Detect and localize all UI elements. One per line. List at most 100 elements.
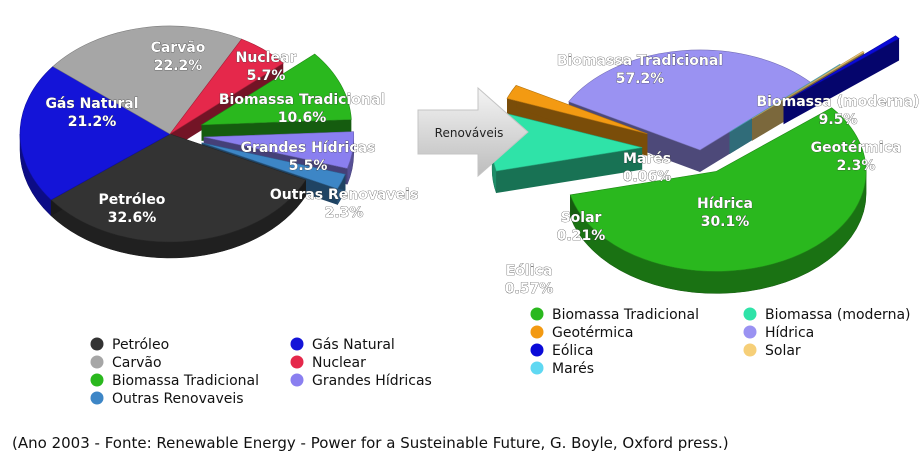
left-pie-label-name-biomassa-tradicional: Biomassa Tradicional bbox=[219, 92, 385, 108]
left-pie-legend-marker-carvao bbox=[90, 355, 104, 369]
right-pie-legend-item-hidrica: Hídrica bbox=[743, 325, 814, 341]
left-pie-label-value-grandes-hidricas: 5.5% bbox=[289, 158, 328, 174]
left-pie-legend-item-grandes-hidricas: Grandes Hídricas bbox=[290, 373, 432, 389]
right-pie-slice-mares bbox=[729, 63, 841, 133]
right-pie-legend-label-solar: Solar bbox=[765, 343, 801, 359]
left-pie-slice-nuclear bbox=[169, 38, 284, 135]
left-pie-legend-marker-gas-natural bbox=[290, 337, 304, 351]
left-pie-legend-label-nuclear: Nuclear bbox=[312, 355, 366, 371]
right-pie-label-name-eolica: Eólica bbox=[506, 263, 553, 279]
left-pie-label-carvao: Carvão 22.2% bbox=[150, 40, 206, 75]
right-pie-legend-label-hidrica: Hídrica bbox=[765, 325, 814, 341]
left-pie-label-name-nuclear: Nuclear bbox=[236, 50, 297, 66]
right-pie-legend-marker-geotermica bbox=[530, 325, 544, 339]
left-pie-label-value-nuclear: 5.7% bbox=[247, 68, 286, 84]
right-pie-slice-wall-eolica-1 bbox=[783, 38, 900, 125]
right-pie-slice-hidrica bbox=[568, 49, 811, 151]
right-pie-label-name-biomassa-moderna: Biomassa (moderna) bbox=[757, 94, 920, 110]
right-pie-label-value-eolica: 0.57% bbox=[505, 281, 554, 297]
left-pie-label-outras-renovaveis: Outras Renovaveis 2.3% bbox=[270, 187, 419, 222]
left-pie-legend-label-biomassa-tradicional: Biomassa Tradicional bbox=[112, 373, 259, 389]
left-pie-label-name-gas-natural: Gás Natural bbox=[45, 96, 138, 112]
right-pie-legend-marker-biomassa-moderna bbox=[743, 307, 757, 321]
left-pie-slice-outras-renovaveis bbox=[201, 142, 346, 190]
left-pie-slice-grandes-hidricas bbox=[203, 131, 355, 169]
right-pie-label-hidrica: Hídrica 30.1% bbox=[697, 196, 754, 231]
left-pie-legend-item-carvao: Carvão bbox=[90, 355, 162, 371]
left-pie-slice-wall-nuclear-1 bbox=[170, 63, 284, 151]
left-pie-legend-item-petroleo: Petróleo bbox=[90, 337, 169, 353]
right-pie-legend-item-eolica: Eólica bbox=[530, 343, 593, 359]
right-pie-legend-item-solar: Solar bbox=[743, 343, 801, 359]
chart-canvas: Petróleo 32.6% Gás Natural 21.2% Carvão 22.2%… bbox=[19, 25, 920, 407]
left-pie-legend-marker-nuclear bbox=[290, 355, 304, 369]
right-pie-legend-item-geotermica: Geotérmica bbox=[530, 325, 633, 341]
right-pie-label-biomassa-tradicional: Biomassa Tradicional 57.2% bbox=[557, 53, 724, 88]
right-pie-legend-label-geotermica: Geotérmica bbox=[552, 325, 633, 341]
left-pie-label-value-petroleo: 32.6% bbox=[108, 210, 157, 226]
right-pie-label-biomassa-moderna: Biomassa (moderna) 9.5% bbox=[756, 94, 920, 129]
source-caption: (Ano 2003 - Fonte: Renewable Energy - Po… bbox=[12, 434, 729, 452]
arrow-shape bbox=[417, 86, 529, 178]
left-pie-legend-item-nuclear: Nuclear bbox=[290, 355, 366, 371]
left-pie-legend-marker-outras-renovaveis bbox=[90, 391, 104, 405]
left-pie-legend-marker-biomassa-tradicional bbox=[90, 373, 104, 387]
left-pie-label-grandes-hidricas: Grandes Hídricas 5.5% bbox=[240, 140, 376, 175]
right-pie-legend-label-mares: Marés bbox=[552, 361, 594, 377]
left-pie-label-petroleo: Petróleo 32.6% bbox=[98, 192, 166, 227]
right-pie-label-mares: Marés 0.06% bbox=[622, 151, 672, 186]
left-pie-label-value-gas-natural: 21.2% bbox=[68, 114, 117, 130]
left-pie-legend-item-biomassa-tradicional: Biomassa Tradicional bbox=[90, 373, 259, 389]
right-pie-legend-marker-solar bbox=[743, 343, 757, 357]
left-pie-slice-carvao bbox=[52, 25, 243, 135]
right-pie-slice-side-eolica bbox=[783, 35, 900, 125]
right-pie-label-value-hidrica: 30.1% bbox=[701, 214, 750, 230]
right-pie-slice-geotermica bbox=[506, 85, 648, 135]
right-pie-legend-marker-hidrica bbox=[743, 325, 757, 339]
right-pie-legend-label-eolica: Eólica bbox=[552, 343, 593, 359]
right-pie-label-name-mares: Marés bbox=[623, 151, 671, 167]
left-pie-slice-gas-natural bbox=[19, 66, 171, 201]
right-pie-label-value-biomassa-tradicional: 57.2% bbox=[616, 71, 665, 87]
left-pie-legend-item-outras-renovaveis: Outras Renovaveis bbox=[90, 391, 244, 407]
right-pie-slice-biomassa-tradicional bbox=[569, 107, 867, 272]
left-pie-label-gas-natural: Gás Natural 21.2% bbox=[45, 96, 139, 131]
right-pie-label-value-geotermica: 2.3% bbox=[837, 158, 876, 174]
left-pie-legend-marker-grandes-hidricas bbox=[290, 373, 304, 387]
left-pie-label-name-outras-renovaveis: Outras Renovaveis bbox=[270, 187, 418, 203]
right-pie-label-value-biomassa-moderna: 9.5% bbox=[819, 112, 858, 128]
arrow-label: Renováveis bbox=[435, 126, 504, 140]
right-pie-legend-item-mares: Marés bbox=[530, 361, 594, 377]
left-pie-label-name-grandes-hidricas: Grandes Hídricas bbox=[241, 140, 376, 156]
right-pie-label-value-mares: 0.06% bbox=[623, 169, 672, 185]
left-pie-legend-label-gas-natural: Gás Natural bbox=[312, 337, 395, 353]
legends: Petróleo Gás Natural Carvão Nuclear Biomassa… bbox=[90, 307, 910, 407]
left-pie-label-biomassa-tradicional: Biomassa Tradicional 10.6% bbox=[219, 92, 386, 127]
right-pie-legend-label-biomassa-tradicional: Biomassa Tradicional bbox=[552, 307, 699, 323]
left-pie-label-name-carvao: Carvão bbox=[151, 40, 206, 56]
left-pie-legend-label-petroleo: Petróleo bbox=[112, 337, 169, 353]
left-pie-chart: Petróleo 32.6% Gás Natural 21.2% Carvão 22.2%… bbox=[19, 25, 419, 259]
right-pie-label-eolica: Eólica 0.57% bbox=[504, 263, 554, 298]
right-pie-label-geotermica: Geotérmica 2.3% bbox=[810, 140, 902, 175]
left-pie-slice-petroleo bbox=[50, 133, 307, 243]
right-pie-legend-marker-biomassa-tradicional bbox=[530, 307, 544, 321]
right-pie-legend-item-biomassa-tradicional: Biomassa Tradicional bbox=[530, 307, 699, 323]
left-pie-label-value-carvao: 22.2% bbox=[154, 58, 203, 74]
right-pie-chart: Biomassa Tradicional 57.2% Biomassa (moder… bbox=[491, 35, 920, 298]
left-pie-label-value-biomassa-tradicional: 10.6% bbox=[278, 110, 327, 126]
left-pie-label-name-petroleo: Petróleo bbox=[99, 192, 166, 208]
right-pie-label-solar: Solar 0.21% bbox=[556, 210, 606, 245]
left-pie-legend-label-outras-renovaveis: Outras Renovaveis bbox=[112, 391, 244, 407]
right-pie-legend-item-biomassa-moderna: Biomassa (moderna) bbox=[743, 307, 910, 323]
right-pie-legend-marker-mares bbox=[530, 361, 544, 375]
right-pie-label-name-geotermica: Geotérmica bbox=[811, 140, 902, 156]
left-pie-legend-label-carvao: Carvão bbox=[112, 355, 162, 371]
right-pie-label-value-solar: 0.21% bbox=[557, 228, 606, 244]
left-pie-label-nuclear: Nuclear 5.7% bbox=[235, 50, 297, 85]
right-pie-legend-marker-eolica bbox=[530, 343, 544, 357]
right-pie-legend-label-biomassa-moderna: Biomassa (moderna) bbox=[765, 307, 910, 323]
left-pie-label-value-outras-renovaveis: 2.3% bbox=[325, 205, 364, 221]
right-pie-label-name-hidrica: Hídrica bbox=[697, 196, 753, 212]
